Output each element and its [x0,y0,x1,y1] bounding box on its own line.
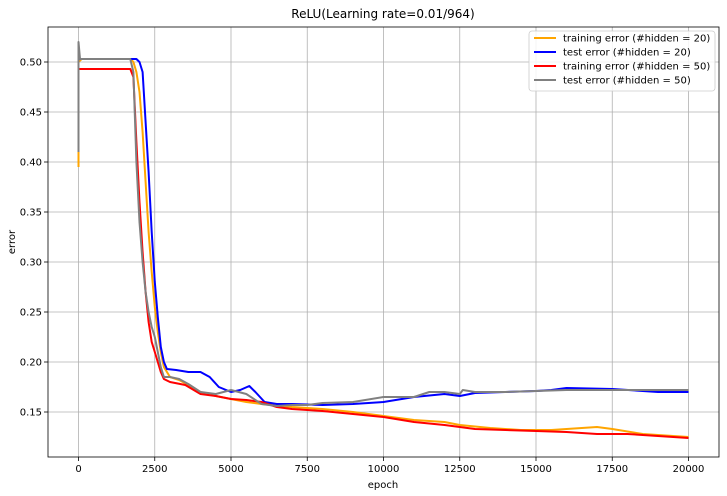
x-tick-label: 20000 [673,464,705,475]
series-line-3 [77,68,689,439]
y-tick-label: 0.25 [20,308,42,319]
x-tick-label: 10000 [368,464,400,475]
x-tick-label: 12500 [444,464,476,475]
legend-label-2: test error (#hidden = 20) [563,48,691,59]
legend-label-3: training error (#hidden = 50) [563,62,710,73]
series-layer [77,41,689,439]
y-tick-label: 0.35 [20,208,42,219]
y-axis-label: error [7,229,18,254]
series-line-4 [77,41,689,407]
legend-label-4: test error (#hidden = 50) [563,76,691,87]
y-ticks: 0.15 0.20 0.25 0.30 0.35 0.40 0.45 0.50 [20,58,48,419]
y-tick-label: 0.40 [20,158,42,169]
chart-title: ReLU(Learning rate=0.01/964) [291,7,474,21]
legend: training error (#hidden = 20) test error … [528,30,716,92]
x-tick-label: 2500 [142,464,167,475]
y-tick-label: 0.15 [20,408,42,419]
x-tick-label: 15000 [520,464,552,475]
x-tick-label: 0 [75,464,81,475]
y-tick-label: 0.45 [20,108,42,119]
x-axis-label: epoch [368,480,398,491]
x-ticks: 0 2500 5000 7500 10000 12500 15000 17500 20000 [75,457,704,475]
series-line-2 [77,58,689,406]
y-tick-label: 0.50 [20,58,42,69]
y-tick-label: 0.30 [20,258,42,269]
x-tick-label: 17500 [596,464,628,475]
x-tick-label: 7500 [295,464,320,475]
x-tick-label: 5000 [218,464,243,475]
legend-box [528,30,716,92]
y-tick-label: 0.20 [20,358,42,369]
legend-label-1: training error (#hidden = 20) [563,34,710,45]
grid [48,27,719,457]
